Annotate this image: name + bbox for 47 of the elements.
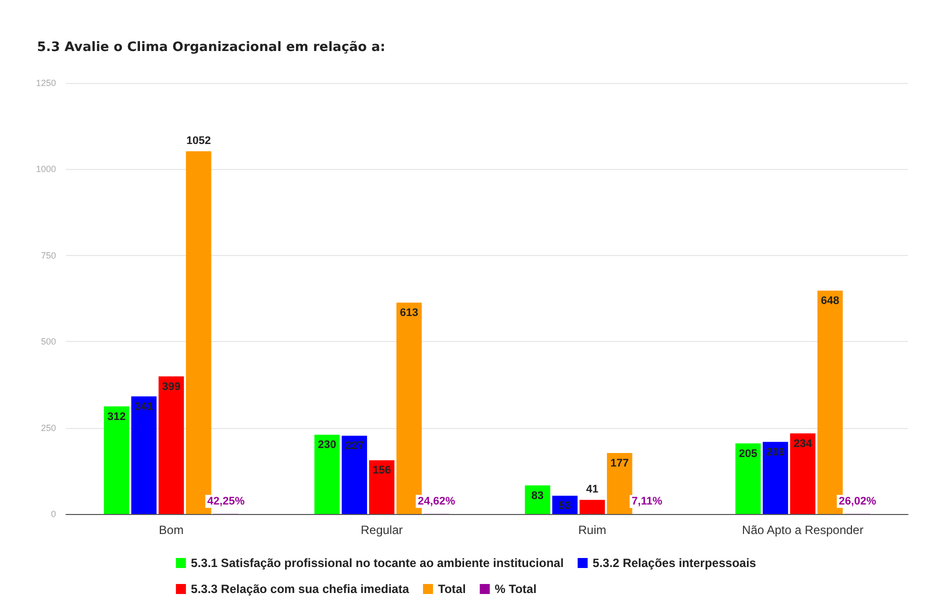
data-label: 83: [531, 490, 544, 502]
data-label: 341: [134, 400, 154, 413]
bar: [104, 406, 130, 514]
data-label: 230: [318, 439, 336, 452]
bar: [580, 500, 605, 514]
data-label: 399: [162, 380, 180, 393]
data-label: 613: [400, 307, 418, 320]
legend-label: 5.3.3 Relação com sua chefia imediata: [190, 582, 410, 596]
data-label: 1052: [186, 134, 211, 147]
bar: [158, 376, 184, 514]
data-label: 53: [558, 500, 572, 512]
legend-label: 5.3.2 Relações interpessoais: [592, 556, 756, 570]
data-label: 156: [372, 464, 391, 477]
data-label: 209: [766, 446, 785, 458]
data-label: 312: [107, 410, 126, 423]
bar: [131, 396, 157, 514]
data-label: 26,02%: [838, 495, 876, 508]
data-label: 7,11%: [632, 495, 662, 508]
bar: [735, 443, 761, 514]
data-label: 42,25%: [207, 495, 245, 508]
legend-label: Total: [438, 582, 466, 596]
data-label: 24,62%: [418, 495, 456, 508]
y-tick-label: 500: [40, 336, 56, 347]
data-label: 234: [794, 438, 813, 450]
bar: [762, 442, 788, 514]
data-label: 227: [345, 440, 364, 452]
x-tick-label: Regular: [360, 523, 403, 537]
data-label: 205: [738, 448, 758, 460]
legend-label: % Total: [494, 582, 537, 596]
x-tick-label: Bom: [158, 523, 184, 537]
data-label: 648: [820, 295, 840, 308]
bar: [790, 433, 816, 514]
y-tick-label: 1250: [36, 78, 56, 88]
y-tick-label: 1000: [36, 164, 56, 174]
y-tick-label: 250: [40, 422, 56, 433]
bar: [369, 460, 394, 514]
chart-title: 5.3 Avalie o Clima Organizacional em relação a:: [37, 40, 386, 55]
data-label: 41: [586, 483, 598, 496]
bar: [314, 434, 340, 514]
bar: [606, 452, 632, 514]
x-tick-label: Não Apto a Responder: [742, 523, 864, 537]
legend-label: 5.3.1 Satisfação profissional no tocante ao ambiente institucional: [190, 556, 564, 570]
data-label: 177: [610, 457, 629, 470]
bar: [342, 436, 368, 514]
y-tick-label: 0: [50, 509, 56, 519]
y-tick-label: 750: [40, 250, 56, 260]
x-tick-label: Ruim: [578, 523, 606, 537]
